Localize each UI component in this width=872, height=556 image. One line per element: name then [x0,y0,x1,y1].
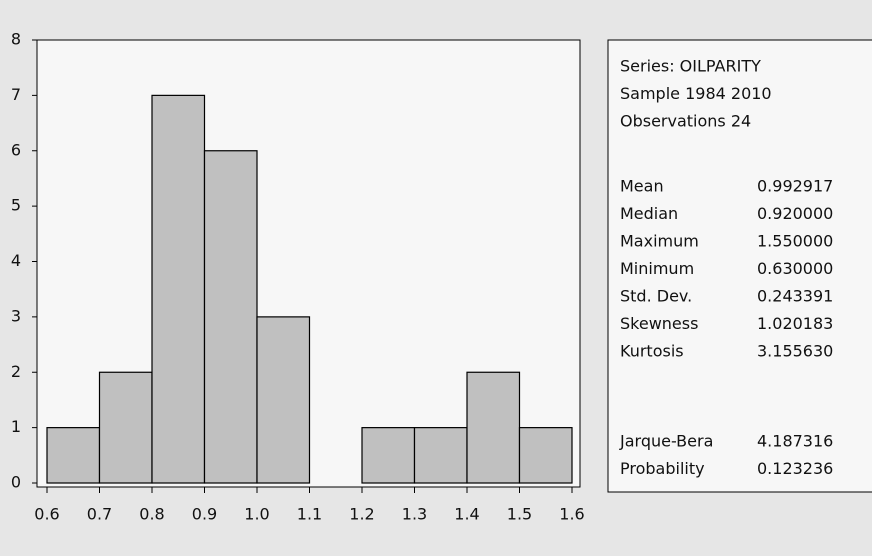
stat-label: Mean [620,177,664,196]
bar [203,150,258,484]
stats-header: Observations 24 [620,112,751,131]
x-tick-label: 1.4 [454,505,479,524]
y-tick-label: 8 [11,30,21,49]
y-tick-label: 3 [11,306,21,325]
stat-label: Kurtosis [620,342,684,361]
bar [256,316,311,484]
y-tick-label: 0 [11,473,21,492]
x-tick-label: 1.0 [244,505,269,524]
bar [518,427,573,484]
stats-box [607,39,872,493]
bar [151,94,206,484]
y-tick-label: 6 [11,140,21,159]
stat-label: Probability [620,459,705,478]
stat-value: 4.187316 [757,432,833,451]
stat-label: Minimum [620,259,694,278]
stat-label: Std. Dev. [620,287,692,306]
stat-value: 3.155630 [757,342,833,361]
x-tick-label: 0.9 [192,505,217,524]
x-tick-label: 1.3 [402,505,427,524]
y-tick-label: 1 [11,417,21,436]
x-tick-label: 1.6 [559,505,584,524]
y-tick-label: 5 [11,196,21,215]
x-tick-label: 0.6 [34,505,59,524]
stat-label: Maximum [620,232,699,251]
stats-header: Sample 1984 2010 [620,84,772,103]
bar [413,427,468,484]
stat-value: 0.123236 [757,459,833,478]
x-tick-label: 0.7 [87,505,112,524]
stat-label: Median [620,204,678,223]
stat-value: 1.550000 [757,232,833,251]
x-tick-label: 0.8 [139,505,164,524]
y-tick-label: 2 [11,362,21,381]
stat-value: 1.020183 [757,314,833,333]
stat-label: Jarque-Bera [619,432,713,451]
y-tick-label: 4 [11,251,21,270]
bar [466,371,521,484]
stat-label: Skewness [620,314,698,333]
stats-header: Series: OILPARITY [620,57,761,76]
stat-value: 0.243391 [757,287,833,306]
bar [361,427,416,484]
x-tick-label: 1.1 [297,505,322,524]
y-tick-label: 7 [11,85,21,104]
bar [98,371,153,484]
stat-value: 0.992917 [757,177,833,196]
x-tick-label: 1.5 [507,505,532,524]
stat-value: 0.920000 [757,204,833,223]
stat-value: 0.630000 [757,259,833,278]
bar [46,427,101,484]
x-tick-label: 1.2 [349,505,374,524]
